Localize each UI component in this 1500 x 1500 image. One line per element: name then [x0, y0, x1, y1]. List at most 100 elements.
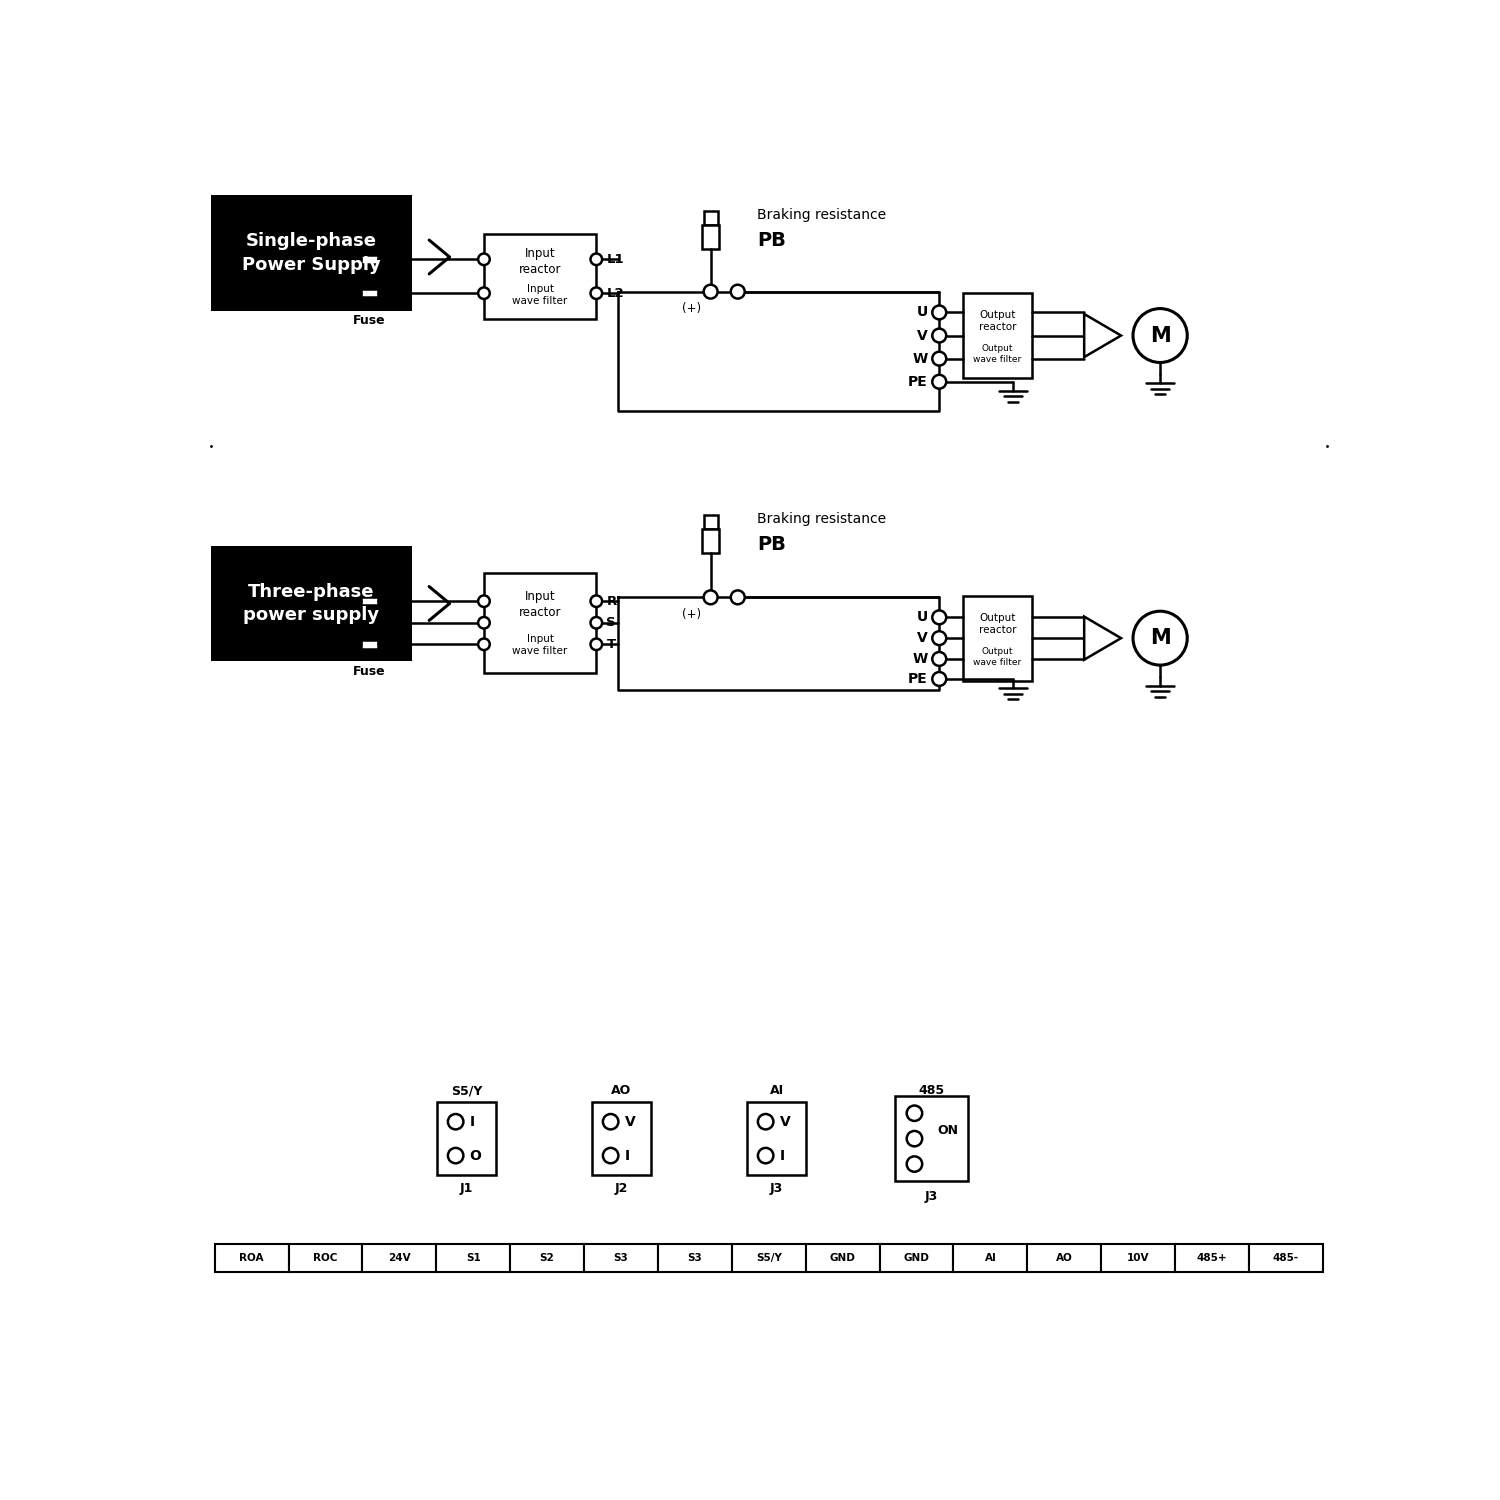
Text: AI: AI	[984, 1252, 996, 1263]
Text: O: O	[470, 1149, 482, 1162]
Text: Input
reactor: Input reactor	[519, 590, 561, 620]
Circle shape	[933, 632, 946, 645]
Text: I: I	[470, 1114, 474, 1128]
Circle shape	[730, 591, 744, 604]
Bar	[963, 292, 1032, 378]
Text: V: V	[780, 1114, 790, 1128]
Text: AI: AI	[770, 1084, 783, 1098]
Circle shape	[591, 288, 602, 298]
Circle shape	[478, 596, 489, 608]
Text: S5/Y: S5/Y	[756, 1252, 782, 1263]
Circle shape	[933, 652, 946, 666]
Text: W: W	[912, 652, 927, 666]
Text: Braking resistance: Braking resistance	[758, 512, 886, 526]
Bar	[702, 225, 718, 249]
Text: S3: S3	[687, 1252, 702, 1263]
Text: V: V	[916, 632, 927, 645]
Text: T: T	[606, 638, 615, 651]
Text: Input
reactor: Input reactor	[519, 246, 561, 276]
Text: PB: PB	[758, 534, 786, 554]
Circle shape	[478, 616, 489, 628]
Circle shape	[478, 288, 489, 298]
Bar	[704, 514, 717, 529]
Text: Fuse: Fuse	[354, 314, 386, 327]
Text: Output
wave filter: Output wave filter	[974, 646, 1022, 668]
Bar	[702, 530, 718, 554]
Bar	[362, 255, 378, 264]
Text: J1: J1	[460, 1182, 472, 1196]
Bar	[510, 1244, 584, 1272]
Text: J3: J3	[926, 1190, 938, 1203]
Circle shape	[906, 1131, 922, 1146]
Circle shape	[933, 328, 946, 342]
Bar	[363, 1244, 436, 1272]
Bar	[210, 546, 412, 662]
Text: V: V	[916, 328, 927, 342]
Text: S1: S1	[466, 1252, 480, 1263]
Circle shape	[933, 672, 946, 686]
Text: I: I	[780, 1149, 784, 1162]
Text: S3: S3	[614, 1252, 628, 1263]
Bar	[362, 640, 378, 648]
Circle shape	[704, 591, 717, 604]
Bar	[484, 573, 597, 674]
Text: GND: GND	[830, 1252, 855, 1263]
Text: PE: PE	[908, 375, 927, 388]
Text: V: V	[624, 1114, 636, 1128]
Circle shape	[591, 254, 602, 266]
Circle shape	[1132, 610, 1188, 664]
Circle shape	[730, 285, 744, 298]
Text: L2: L2	[606, 286, 624, 300]
Circle shape	[448, 1114, 464, 1130]
Text: PB: PB	[758, 231, 786, 249]
Bar	[1174, 1244, 1250, 1272]
Circle shape	[933, 351, 946, 366]
Bar	[484, 234, 597, 318]
Bar	[362, 597, 378, 606]
Text: ROC: ROC	[314, 1252, 338, 1263]
Text: 24V: 24V	[388, 1252, 411, 1263]
Circle shape	[933, 306, 946, 320]
Text: GND: GND	[903, 1252, 930, 1263]
Bar	[592, 1102, 651, 1174]
Text: Fuse: Fuse	[354, 664, 386, 678]
Circle shape	[478, 639, 489, 650]
Circle shape	[933, 375, 946, 388]
Circle shape	[704, 285, 717, 298]
Text: L1: L1	[606, 254, 624, 266]
Text: PE: PE	[908, 672, 927, 686]
Bar	[1028, 1244, 1101, 1272]
Text: Single-phase
Power Supply: Single-phase Power Supply	[242, 232, 381, 274]
Circle shape	[1132, 309, 1188, 363]
Circle shape	[906, 1106, 922, 1120]
Text: AO: AO	[612, 1084, 632, 1098]
Bar	[658, 1244, 732, 1272]
Bar	[288, 1244, 363, 1272]
Bar	[894, 1096, 969, 1180]
Text: Output
reactor: Output reactor	[978, 310, 1016, 333]
Circle shape	[591, 596, 602, 608]
Circle shape	[603, 1114, 618, 1130]
Bar	[362, 290, 378, 297]
Text: 485: 485	[918, 1084, 945, 1098]
Text: I: I	[624, 1149, 630, 1162]
Text: M: M	[1149, 628, 1170, 648]
Bar	[747, 1102, 806, 1174]
Text: ROA: ROA	[240, 1252, 264, 1263]
Circle shape	[933, 610, 946, 624]
Text: S: S	[606, 616, 616, 630]
Bar	[584, 1244, 658, 1272]
Text: AO: AO	[1056, 1252, 1072, 1263]
Circle shape	[906, 1156, 922, 1172]
Bar	[438, 1102, 495, 1174]
Text: W: W	[912, 351, 927, 366]
Text: J2: J2	[615, 1182, 628, 1196]
Bar	[210, 195, 412, 310]
Text: (+): (+)	[681, 608, 700, 621]
Text: S5/Y: S5/Y	[452, 1084, 482, 1098]
Polygon shape	[1084, 314, 1120, 357]
Text: Input
wave filter: Input wave filter	[513, 633, 567, 656]
Text: (+): (+)	[681, 302, 700, 315]
Circle shape	[603, 1148, 618, 1164]
Circle shape	[448, 1148, 464, 1164]
